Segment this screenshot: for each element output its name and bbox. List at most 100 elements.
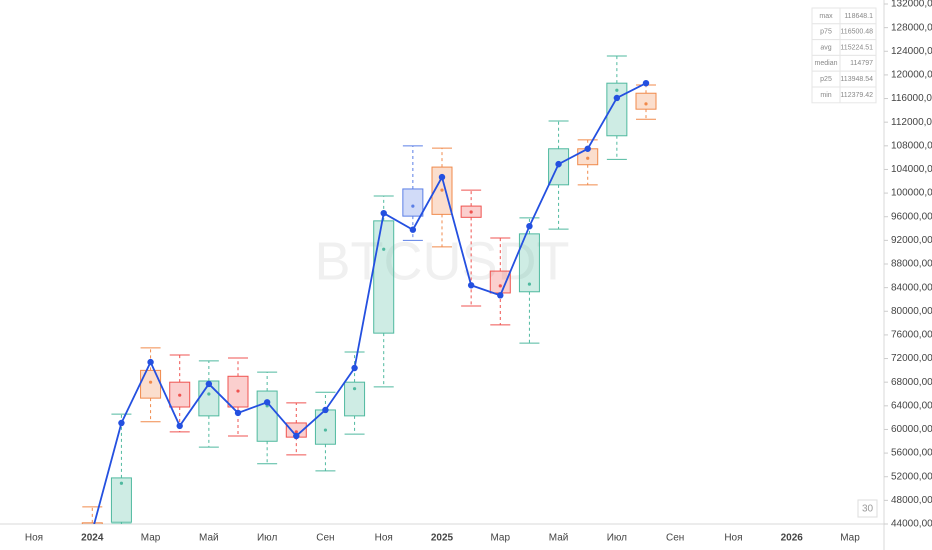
badge: 30: [862, 504, 874, 515]
y-tick-label: 88000,00: [891, 259, 932, 270]
mean-dot: [644, 102, 648, 106]
line-point: [555, 160, 562, 168]
y-tick-label: 80000,00: [891, 306, 932, 317]
x-tick-label: Июл: [607, 533, 627, 544]
box: [489, 270, 511, 294]
stats-table: max 118648.1 p75 116500.48 avg 115224.51 media…: [811, 7, 877, 104]
x-tick-label: 2026: [781, 533, 804, 544]
mean-dot: [91, 525, 94, 528]
line-point: [642, 79, 650, 87]
line-point: [409, 226, 417, 233]
line-point: [497, 292, 504, 299]
mean-dot: [207, 392, 211, 396]
stats-value: 118648.1: [844, 13, 873, 20]
line-point: [351, 364, 358, 372]
stats-value: 115224.51: [840, 44, 873, 51]
stats-value: 114797: [850, 60, 873, 67]
y-tick-label: 72000,00: [891, 353, 932, 364]
line-point: [263, 399, 271, 406]
line-point: [234, 409, 242, 417]
y-tick-label: 100000,00: [891, 188, 932, 199]
plot: [81, 55, 657, 528]
x-tick-label: Мар: [840, 533, 860, 544]
mean-dot: [527, 282, 532, 286]
x-tick-label: Ноя: [724, 533, 742, 544]
y-tick-label: 128000,00: [891, 22, 932, 33]
y-tick-label: 120000,00: [891, 70, 932, 81]
line-point: [526, 222, 533, 230]
x-tick-label: Май: [199, 533, 219, 544]
line: [93, 82, 647, 524]
stats-label: max: [819, 13, 833, 20]
mean-dot: [469, 210, 473, 214]
line-point: [293, 432, 300, 440]
x-tick-label: Сен: [666, 533, 684, 544]
y-tick-label: 124000,00: [891, 46, 932, 57]
mean-dot: [294, 430, 298, 434]
box: [635, 92, 657, 110]
line-point: [438, 173, 446, 181]
box: [256, 390, 278, 442]
line-point: [176, 422, 183, 430]
y-tick-label: 52000,00: [891, 471, 932, 482]
box: [81, 522, 103, 524]
x-tick-label: Май: [549, 533, 569, 544]
y-tick-label: 108000,00: [891, 140, 932, 151]
box: [402, 188, 424, 217]
mean-dot: [148, 380, 153, 384]
mean-dot: [178, 393, 182, 397]
box: [140, 369, 162, 399]
y-tick-label: 84000,00: [891, 282, 932, 293]
stats-label: median: [815, 60, 838, 67]
stats-cell: [811, 86, 877, 104]
y-tick-label: 92000,00: [891, 235, 932, 246]
x-tick-label: Сен: [316, 533, 334, 544]
y-tick-label: 132000,00: [891, 0, 932, 10]
stats-label: p25: [820, 76, 832, 83]
line-point: [322, 406, 329, 414]
y-tick-label: 76000,00: [891, 330, 932, 341]
mean-dot: [236, 389, 240, 393]
stats-label: p75: [820, 29, 832, 36]
y-tick-label: 60000,00: [891, 424, 932, 435]
mean-dot: [352, 387, 357, 391]
line-point: [584, 145, 591, 152]
stats-label: min: [820, 92, 831, 99]
box: [110, 477, 132, 523]
mean-dot: [411, 204, 415, 208]
mean-dot: [586, 156, 590, 160]
mean-dot: [323, 428, 328, 432]
badge-box: [857, 499, 878, 518]
y-tick-label: 96000,00: [891, 211, 932, 222]
box: [518, 233, 540, 293]
y-tick-label: 56000,00: [891, 448, 932, 459]
box: [373, 220, 395, 334]
line-point: [467, 282, 475, 289]
stats-value: 113948.54: [840, 76, 873, 83]
box: [344, 381, 366, 417]
y-tick-label: 44000,00: [891, 519, 932, 530]
x-tick-label: Ноя: [25, 533, 43, 544]
line-point: [380, 209, 387, 217]
mean-dot: [119, 481, 124, 485]
y-tick-label: 104000,00: [891, 164, 932, 175]
x-tick-label: 2024: [81, 533, 104, 544]
x-tick-label: Ноя: [375, 533, 393, 544]
line-point: [205, 380, 213, 388]
mean-dot: [498, 284, 502, 288]
x-tick-label: Мар: [141, 533, 161, 544]
mean-dot: [615, 88, 619, 92]
y-tick-label: 64000,00: [891, 400, 932, 411]
y-tick-label: 116000,00: [891, 93, 932, 104]
stats-value: 112379.42: [840, 92, 873, 99]
stats-label: avg: [820, 44, 831, 51]
x-tick-label: 2025: [431, 533, 454, 544]
y-tick-label: 68000,00: [891, 377, 932, 388]
line-point: [118, 419, 125, 427]
line-point: [613, 94, 621, 102]
y-tick-label: 48000,00: [891, 495, 932, 506]
mean-dot: [440, 188, 444, 192]
line-point: [147, 358, 154, 366]
mean-dot: [382, 247, 386, 251]
